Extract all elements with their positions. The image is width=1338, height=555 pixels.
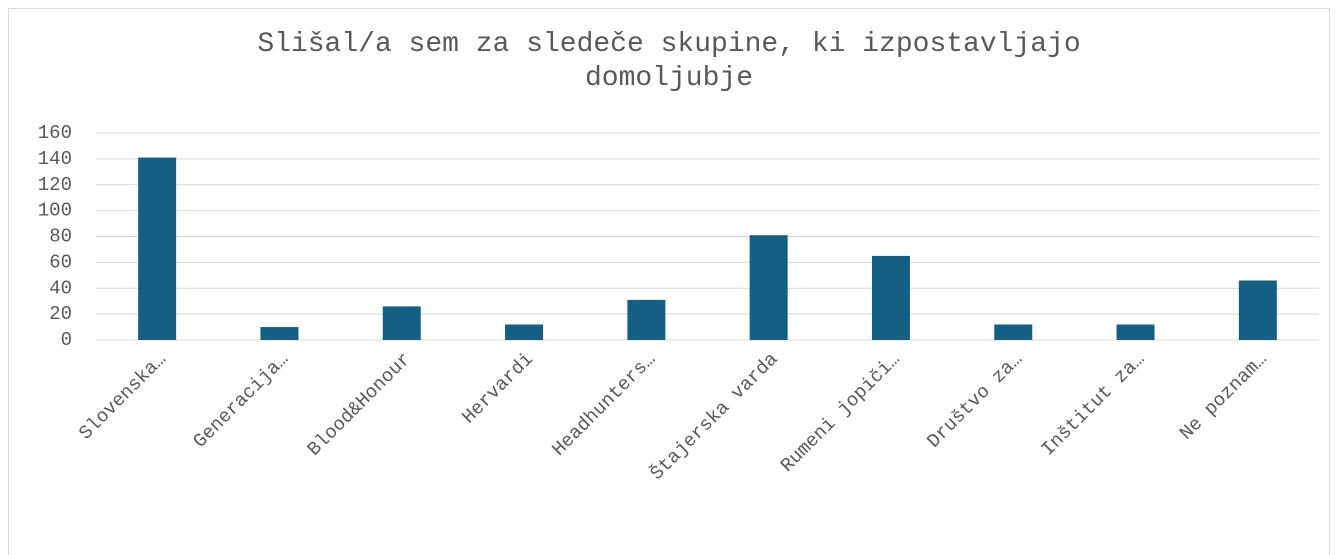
x-tick-label: Headhunters… [548,348,660,460]
bar [627,299,666,340]
x-tick-label: Rumeni jopiči… [776,348,904,476]
bar [749,235,788,340]
x-tick-label: Ne poznam… [1175,348,1271,444]
x-tick-label: Inštitut za… [1037,348,1149,460]
y-tick-label: 100 [38,200,72,222]
bar [1238,280,1277,340]
x-tick-label: Štajerska varda [646,348,782,484]
y-tick-label: 140 [38,148,72,170]
y-tick-label: 80 [49,226,72,248]
x-tick-label: Blood&Honour [303,348,415,460]
bar [382,306,421,340]
bar [1116,324,1155,340]
x-tick-label: Slovenska… [75,348,171,444]
bar [138,157,177,340]
bar [994,324,1033,340]
chart-border [8,8,1330,555]
bar [871,255,910,340]
y-tick-label: 60 [49,251,72,273]
chart-title: Slišal/a sem za sledeče skupine, ki izpo… [257,29,1081,94]
x-tick-label: Hervardi [458,348,538,428]
x-tick-label: Generacija… [189,348,293,452]
y-tick-label: 40 [49,277,72,299]
x-tick-label: Društvo za… [923,348,1027,452]
y-tick-label: 0 [61,329,72,351]
bar [505,324,544,340]
y-tick-label: 160 [38,122,72,144]
y-tick-label: 20 [49,303,72,325]
y-tick-label: 120 [38,174,72,196]
bar [260,327,299,340]
